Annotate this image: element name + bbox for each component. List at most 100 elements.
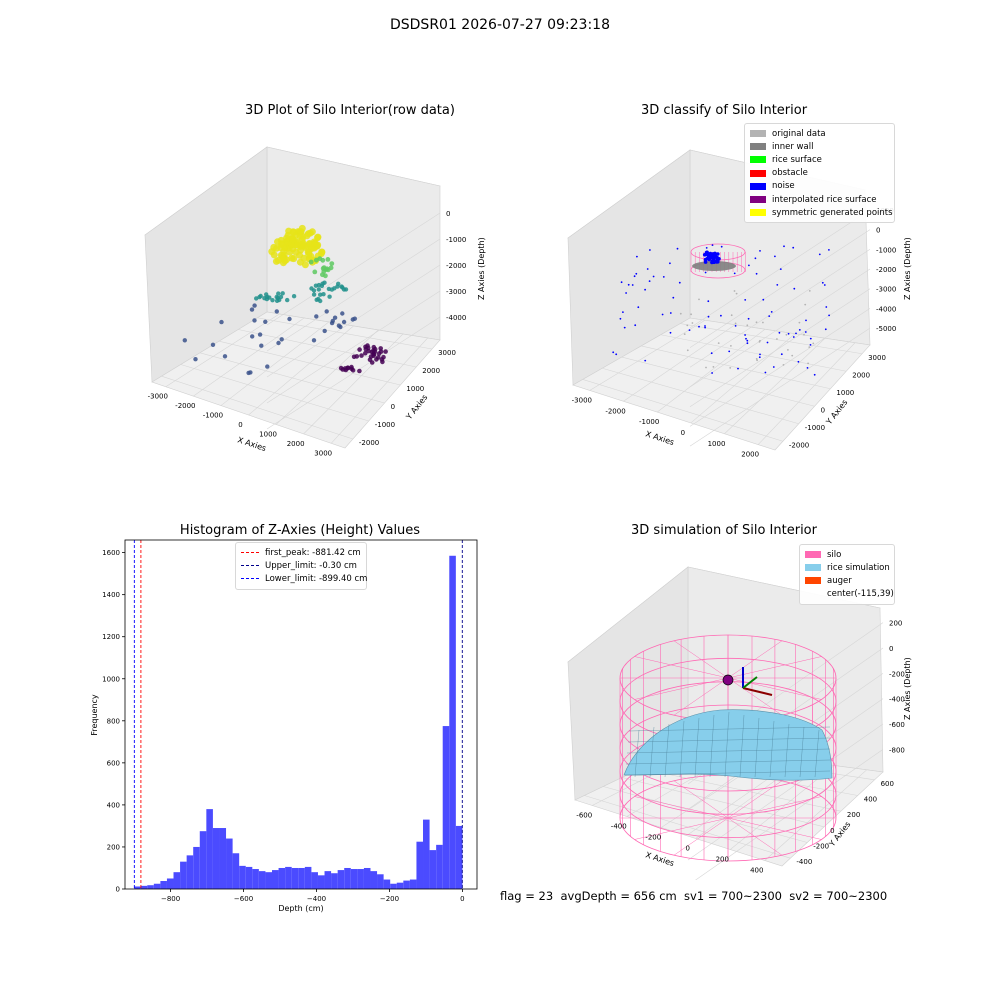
legend-swatch — [805, 564, 821, 572]
histogram-bar — [245, 866, 253, 889]
noise-point — [705, 261, 707, 263]
y-gridline — [257, 317, 433, 350]
original-point — [717, 342, 720, 344]
surface-mesh-line — [664, 723, 670, 778]
simulation-legend: silo rice simulation auger center(-115,3… — [799, 544, 895, 605]
noise-point — [828, 314, 830, 317]
data-point — [264, 296, 270, 302]
y-gridline — [621, 356, 815, 407]
original-point — [782, 364, 785, 366]
x-gridline — [764, 769, 867, 861]
data-point — [182, 338, 187, 343]
y-tick-label: -2000 — [359, 439, 379, 447]
original-point — [698, 298, 700, 301]
noise-point — [823, 284, 826, 286]
z-tick-label: -4000 — [876, 305, 896, 313]
data-point — [357, 368, 362, 374]
data-point — [336, 323, 342, 328]
x-tick-label: −800 — [161, 895, 180, 903]
noise-point — [704, 326, 706, 329]
histogram-bar — [331, 873, 338, 889]
histogram-bar — [258, 871, 266, 889]
z-gridline — [689, 268, 871, 388]
histogram-bar — [416, 841, 424, 889]
histogram-bar — [370, 871, 378, 889]
original-point — [733, 290, 736, 292]
noise-point — [758, 356, 761, 359]
x-gridline — [248, 325, 354, 416]
noise-point — [804, 331, 807, 333]
x-gridline — [330, 337, 428, 444]
z-tick-label: -4000 — [446, 314, 466, 322]
z-gridline — [689, 249, 871, 368]
data-point — [290, 229, 298, 236]
data-point — [330, 318, 335, 324]
data-point — [296, 232, 304, 240]
noise-point — [759, 250, 761, 252]
histogram-bar — [140, 885, 148, 889]
histogram-bar — [455, 825, 463, 889]
histogram-bar — [252, 869, 259, 889]
original-point — [686, 324, 689, 327]
original-point — [812, 342, 815, 345]
noise-point — [762, 298, 765, 301]
data-point — [312, 269, 318, 275]
surface-mesh-line — [784, 723, 790, 778]
z-tick-label: 0 — [446, 210, 450, 218]
histogram-bar — [298, 867, 305, 889]
histogram-bar — [317, 875, 325, 889]
x-tick-label: -2000 — [175, 402, 195, 410]
data-point — [280, 291, 285, 296]
data-point — [250, 334, 255, 339]
data-point — [316, 287, 321, 292]
y-tick-label: 400 — [864, 796, 877, 804]
histogram-bar — [193, 846, 200, 889]
x-tick-label: −400 — [307, 895, 326, 903]
y-tick-label: -2000 — [789, 441, 809, 449]
noise-point — [728, 350, 731, 353]
noise-point — [746, 339, 749, 342]
noise-point — [649, 249, 651, 251]
data-point — [263, 319, 268, 324]
noise-point — [792, 246, 795, 249]
z-tick-label: -200 — [889, 670, 905, 678]
y-tick-label: 3000 — [868, 354, 886, 362]
data-point — [270, 298, 275, 303]
noise-point — [824, 328, 827, 331]
noise-point — [778, 331, 781, 334]
noise-point — [716, 252, 720, 256]
data-point — [325, 257, 331, 262]
y-gridline — [582, 379, 784, 442]
noise-point — [737, 367, 739, 370]
surface-mesh-line — [649, 726, 655, 778]
original-point — [803, 333, 805, 336]
noise-point — [746, 342, 749, 345]
legend-item-silo: silo — [805, 548, 889, 561]
histogram-bar — [239, 865, 246, 889]
data-point — [257, 332, 263, 337]
histogram-bar — [134, 886, 141, 889]
y-tick-label: 200 — [847, 811, 860, 819]
data-point — [219, 319, 224, 325]
surface-mesh-line — [754, 717, 760, 778]
data-point — [278, 294, 284, 300]
noise-point — [623, 326, 626, 329]
original-point — [804, 303, 807, 306]
x-tick-label: 1000 — [708, 440, 726, 448]
original-point — [755, 358, 758, 360]
histogram-bar — [180, 861, 187, 889]
x-gridline — [690, 333, 796, 424]
x-tick-label: -3000 — [572, 396, 592, 404]
histogram-bar — [396, 882, 404, 889]
data-point — [313, 283, 319, 288]
x-axis-label: X Axies — [644, 429, 675, 447]
z-tick-label: -1000 — [446, 236, 466, 244]
legend-item-center: center(-115,39) — [805, 588, 894, 601]
y-gridline — [219, 340, 401, 386]
noise-point — [669, 262, 671, 265]
data-point — [319, 283, 325, 289]
z-tick-label: -1000 — [876, 246, 896, 254]
histogram-bar — [232, 853, 240, 889]
legend-item-obstacle: obstacle — [750, 167, 889, 180]
surface-mesh-line — [634, 729, 640, 778]
